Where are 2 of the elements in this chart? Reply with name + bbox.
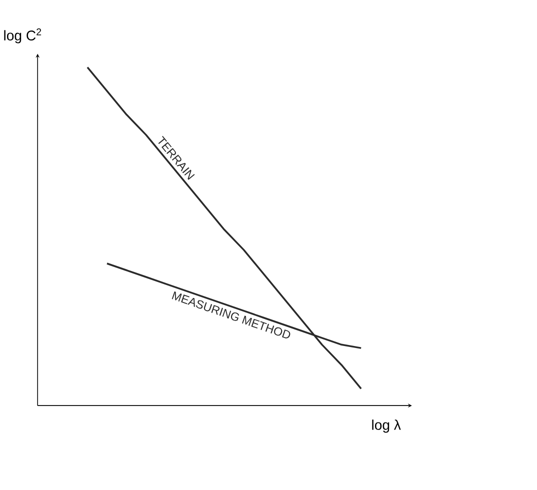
- y-axis-title: log C$^{2}$: [4, 28, 42, 44]
- x-axis-title: log λ: [372, 420, 401, 433]
